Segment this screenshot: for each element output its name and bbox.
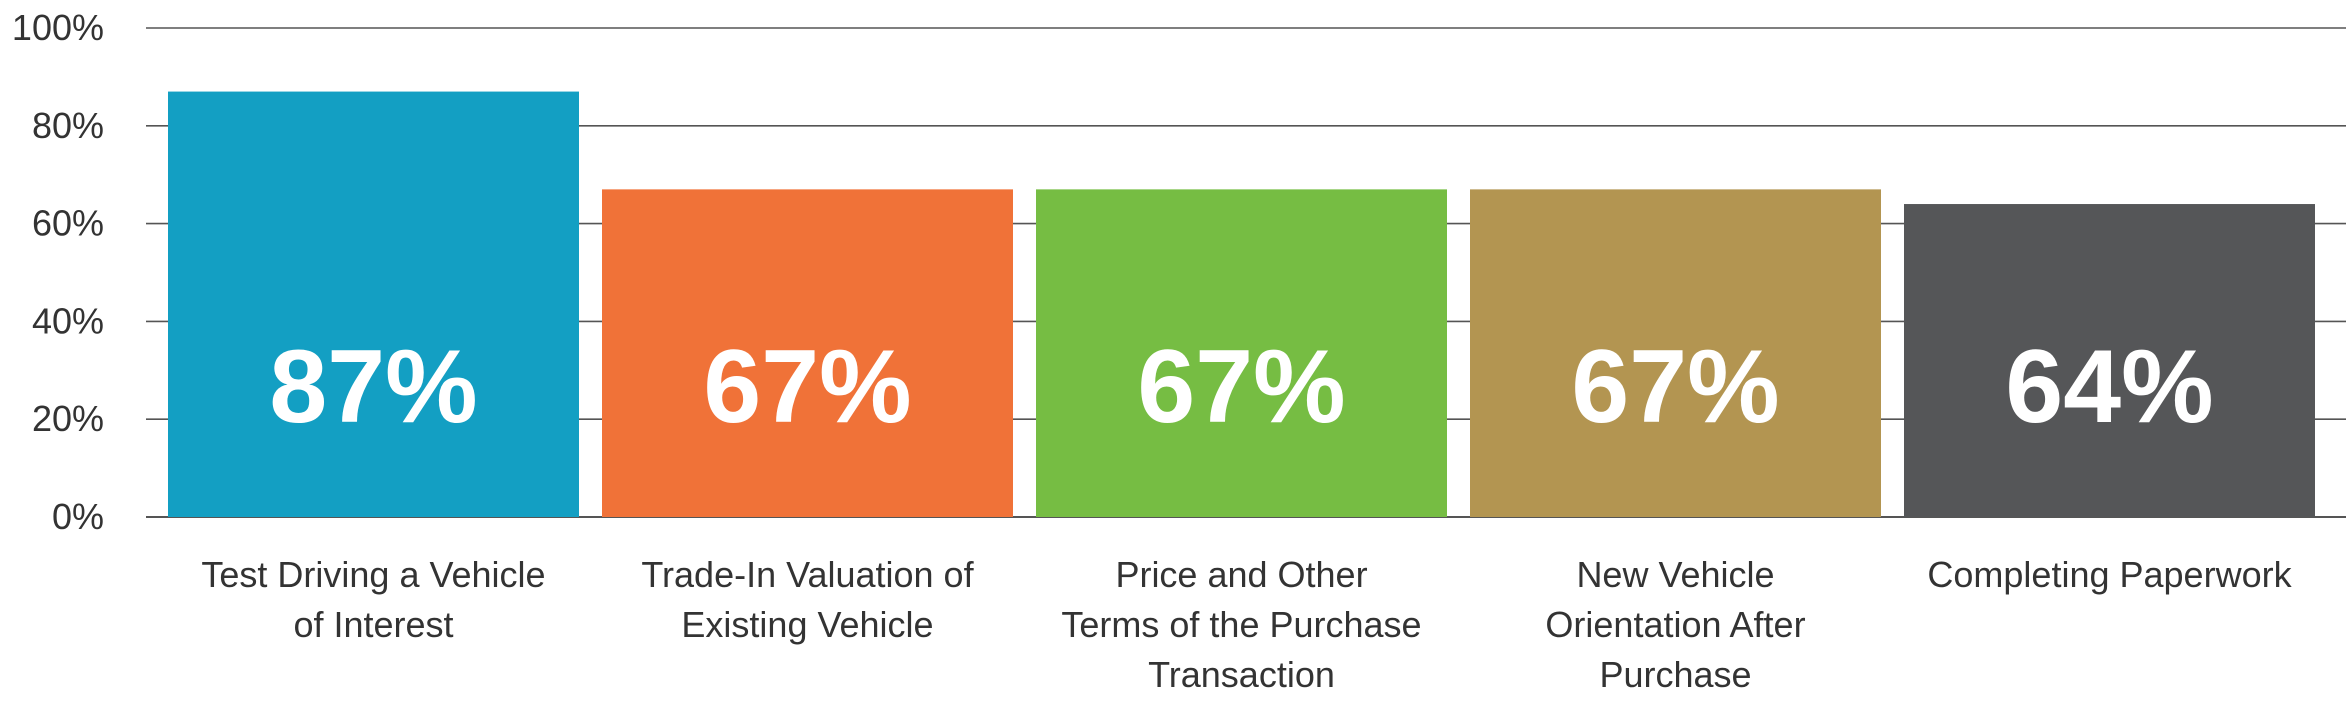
category-label-line: Purchase: [1599, 654, 1751, 695]
data-label: 64%: [2005, 329, 2213, 445]
y-tick-label: 40%: [32, 300, 104, 341]
y-tick-label: 80%: [32, 105, 104, 146]
category-label-line: New Vehicle: [1576, 554, 1774, 595]
category-label-line: Transaction: [1148, 654, 1335, 695]
bar: [1904, 204, 2315, 518]
category-label: New Vehicle Orientation After Purchase: [1545, 554, 1805, 695]
data-label: 67%: [1137, 329, 1345, 445]
category-label-line: Terms of the Purchase: [1061, 604, 1421, 645]
category-label-line: of Interest: [293, 604, 453, 645]
y-axis-ticks: 0% 20% 40% 60% 80% 100%: [12, 7, 104, 537]
y-tick-label: 0%: [52, 496, 104, 537]
category-label-line: Orientation After: [1545, 604, 1805, 645]
data-label: 67%: [703, 329, 911, 445]
data-label: 67%: [1571, 329, 1779, 445]
category-label-line: Test Driving a Vehicle: [201, 554, 545, 595]
category-label: Test Driving a Vehicle of Interest: [201, 554, 545, 645]
category-label-line: Price and Other: [1115, 554, 1367, 595]
data-label: 87%: [269, 329, 477, 445]
bars-layer: [168, 91, 2315, 518]
category-label-line: Completing Paperwork: [1927, 554, 2292, 595]
category-label-line: Trade-In Valuation of: [641, 554, 974, 595]
category-label: Price and Other Terms of the Purchase Tran…: [1061, 554, 1421, 695]
bar: [1036, 189, 1447, 517]
y-tick-label: 20%: [32, 398, 104, 439]
y-tick-label: 100%: [12, 7, 104, 48]
bar: [602, 189, 1013, 517]
bar: [168, 91, 579, 517]
category-label: Completing Paperwork: [1927, 554, 2292, 595]
category-label-line: Existing Vehicle: [681, 604, 933, 645]
data-labels-layer: 87% 67% 67% 67% 64%: [269, 329, 2213, 445]
y-tick-label: 60%: [32, 203, 104, 244]
bar: [1470, 189, 1881, 517]
category-labels-layer: Test Driving a Vehicle of Interest Trade-I…: [201, 554, 2292, 695]
category-label: Trade-In Valuation of Existing Vehicle: [641, 554, 974, 645]
